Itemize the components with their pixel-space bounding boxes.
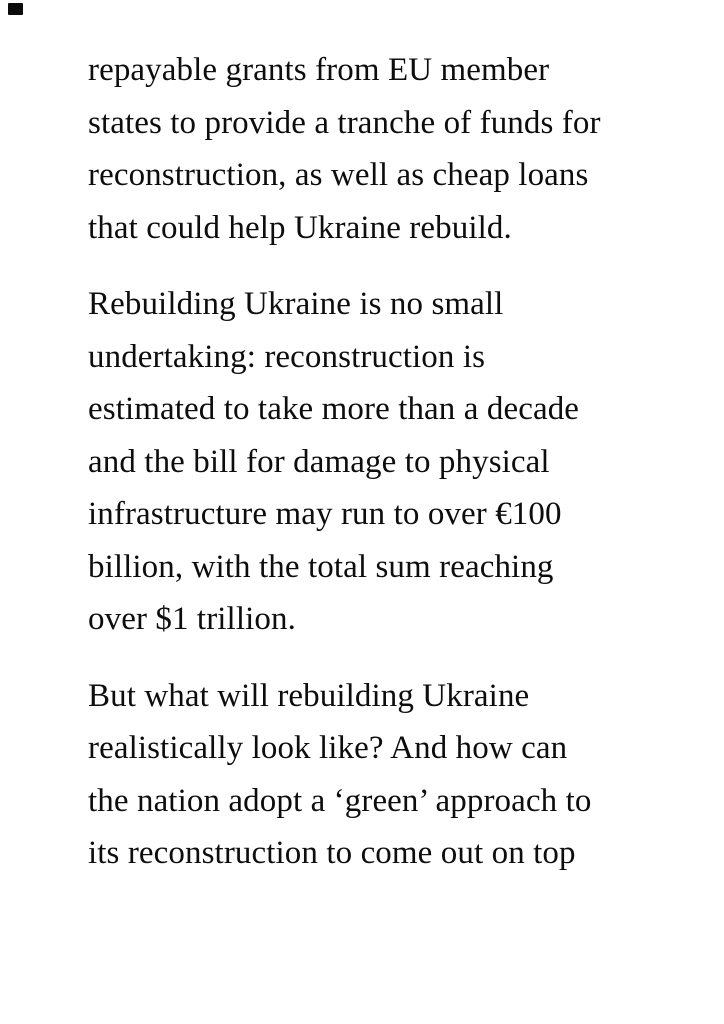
text-line: estimated to take more than a decade [88, 391, 580, 427]
corner-artifact-mark [8, 3, 23, 15]
paragraph: Rebuilding Ukraine is no small undertaki… [88, 278, 724, 646]
text-line: undertaking: reconstruction is [88, 338, 486, 375]
text-line: and the bill for damage to physical [88, 443, 550, 480]
text-line: over $1 trillion. [88, 601, 296, 637]
text-line: the nation adopt a ‘green’ approach to [88, 782, 592, 819]
text-line: realistically look like? And how can [88, 730, 568, 766]
text-line: billion, with the total sum reaching [88, 548, 554, 585]
text-line: repayable grants from EU member [88, 52, 550, 88]
text-line: states to provide a tranche of funds for [88, 104, 601, 141]
article-text-block: repayable grants from EU member states t… [88, 44, 724, 880]
text-line: its reconstruction to come out on top [88, 835, 576, 871]
text-line: infrastructure may run to over €100 [88, 496, 562, 532]
text-line: that could help Ukraine rebuild. [88, 209, 512, 246]
text-line: Rebuilding Ukraine is no small [88, 286, 504, 322]
text-line: But what will rebuilding Ukraine [88, 677, 530, 714]
paragraph: But what will rebuilding Ukraine realist… [88, 670, 724, 880]
text-line: reconstruction, as well as cheap loans [88, 157, 589, 193]
paragraph: repayable grants from EU member states t… [88, 44, 724, 254]
